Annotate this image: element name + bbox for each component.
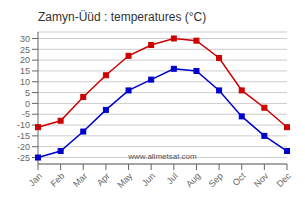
svg-text:Aug: Aug xyxy=(184,171,202,189)
svg-text:Apr: Apr xyxy=(95,171,112,188)
html-text:Zamyn-Üüd : temperatures (°C): Zamyn-Üüd : temperatures (°C) xyxy=(38,10,207,24)
svg-text:-15: -15 xyxy=(17,131,30,141)
svg-text:May: May xyxy=(115,171,134,190)
svg-text:Mar: Mar xyxy=(71,171,89,189)
svg-text:5: 5 xyxy=(25,88,30,98)
svg-text:-25: -25 xyxy=(17,153,30,163)
svg-text:0: 0 xyxy=(25,99,30,109)
svg-text:Jul: Jul xyxy=(165,171,180,186)
svg-text:30: 30 xyxy=(20,34,30,44)
svg-text:-5: -5 xyxy=(22,109,30,119)
html-text:www.allmetsat.com: www.allmetsat.com xyxy=(128,152,197,161)
svg-text:Jan: Jan xyxy=(27,171,44,188)
svg-text:25: 25 xyxy=(20,45,30,55)
svg-text:15: 15 xyxy=(20,66,30,76)
svg-text:Sep: Sep xyxy=(207,171,225,189)
svg-text:Jun: Jun xyxy=(140,171,157,188)
svg-text:Feb: Feb xyxy=(49,171,67,189)
svg-text:Nov: Nov xyxy=(252,171,271,190)
svg-text:-20: -20 xyxy=(17,142,30,152)
svg-text:20: 20 xyxy=(20,55,30,65)
svg-text:Oct: Oct xyxy=(231,171,248,188)
svg-text:Dec: Dec xyxy=(275,171,294,190)
svg-text:-10: -10 xyxy=(17,120,30,130)
svg-text:10: 10 xyxy=(20,77,30,87)
